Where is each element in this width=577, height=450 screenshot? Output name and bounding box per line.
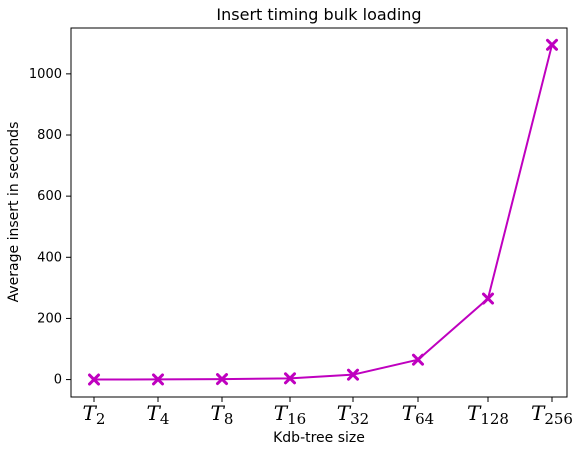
x-tick-label: T2 (83, 401, 106, 428)
x-tick-label: T128 (467, 401, 509, 428)
x-tick-label: T256 (531, 401, 573, 428)
x-tick-subscript: 4 (160, 410, 170, 428)
x-tick-subscript: 128 (480, 410, 509, 428)
x-tick-subscript: 256 (544, 410, 573, 428)
x-tick-subscript: 64 (415, 410, 434, 428)
series-layer (90, 40, 557, 384)
x-tick-subscript: 32 (350, 410, 369, 428)
y-tick-label: 400 (37, 250, 62, 265)
x-tick-label: T64 (402, 401, 434, 428)
x-axis-title: Kdb-tree size (273, 430, 365, 446)
y-tick-label: 800 (37, 128, 62, 143)
y-tick-label: 600 (37, 189, 62, 204)
y-tick-label: 0 (54, 373, 62, 388)
x-tick-label: T4 (147, 401, 170, 428)
x-tick-subscript: 16 (287, 410, 306, 428)
series-line (94, 45, 552, 380)
plot-frame (71, 28, 567, 397)
x-tick-label: T8 (211, 401, 234, 428)
y-axis: 0 200 400 600 800 1000 (29, 67, 71, 388)
chart-title: Insert timing bulk loading (216, 5, 421, 24)
x-tick-label: T16 (274, 401, 306, 428)
y-tick-label: 200 (37, 311, 62, 326)
y-axis-title: Average insert in seconds (6, 122, 22, 303)
x-tick-label: T32 (337, 401, 369, 428)
y-tick-label: 1000 (29, 67, 62, 82)
x-tick-subscript: 8 (224, 410, 234, 428)
x-axis: T2 T4 T8 T16 T32 T64 T128 T256 (83, 397, 573, 428)
x-tick-subscript: 2 (96, 410, 106, 428)
